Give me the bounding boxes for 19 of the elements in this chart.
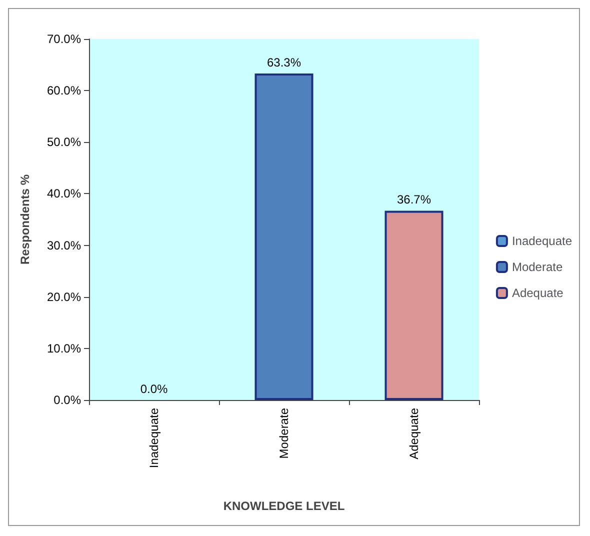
x-tick-label: Inadequate <box>147 408 161 468</box>
data-label: 0.0% <box>140 382 168 396</box>
y-axis-title: Respondents % <box>18 174 32 265</box>
y-tick-label: 20.0% <box>46 290 82 304</box>
y-tick-label: 70.0% <box>46 32 82 46</box>
y-tick-label: 50.0% <box>46 135 82 150</box>
y-tick-label: 60.0% <box>46 84 82 98</box>
legend-label: Adequate <box>512 286 564 300</box>
data-label: 63.3% <box>266 56 302 70</box>
legend-label: Inadequate <box>512 234 572 248</box>
x-axis-title: KNOWLEDGE LEVEL <box>223 499 345 513</box>
y-tick-label: 30.0% <box>46 238 82 252</box>
y-tick-label: 40.0% <box>46 186 82 201</box>
legend-label: Moderate <box>512 260 563 274</box>
x-tick-label: Moderate <box>277 408 291 459</box>
y-tick-label: 0.0% <box>54 393 82 407</box>
data-label: 36.7% <box>396 192 432 207</box>
y-tick-label: 10.0% <box>46 341 82 356</box>
x-tick-label: Adequate <box>407 408 421 460</box>
